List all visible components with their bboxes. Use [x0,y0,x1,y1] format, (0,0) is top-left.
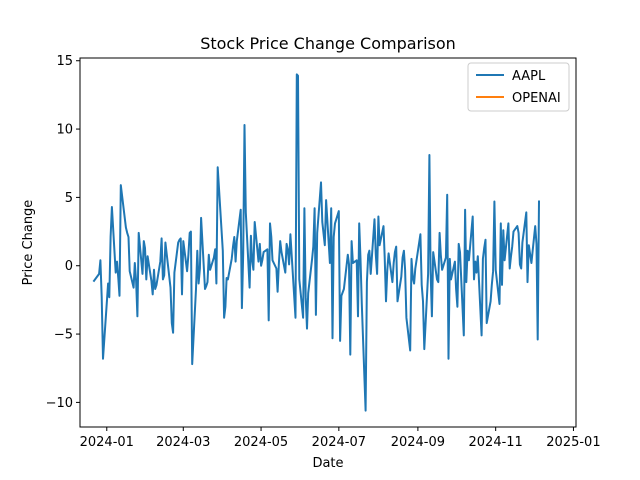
y-axis: −10 −5 0 5 10 15 [46,54,80,411]
y-tick-label: 0 [65,259,73,274]
x-axis-label: Date [312,456,343,471]
chart-title: Stock Price Change Comparison [200,34,456,53]
x-tick-label: 2024-07 [312,435,366,450]
plot-area [92,73,541,412]
x-axis: 2024-01 2024-03 2024-05 2024-07 2024-09 2024-… [80,427,601,450]
legend-label-aapl: AAPL [512,69,546,84]
x-tick-label: 2024-11 [469,435,523,450]
legend: AAPL OPENAI [467,62,570,112]
y-tick-label: 10 [56,123,73,138]
y-tick-label: −10 [46,396,73,411]
y-tick-label: 5 [65,191,73,206]
y-axis-label: Price Change [21,200,36,286]
x-tick-label: 2024-09 [391,435,445,450]
y-tick-label: −5 [54,328,73,343]
x-tick-label: 2025-01 [546,435,600,450]
x-tick-label: 2024-01 [80,435,134,450]
y-tick-label: 15 [56,54,73,69]
x-tick-label: 2024-03 [156,435,210,450]
x-tick-label: 2024-05 [234,435,288,450]
legend-label-openai: OPENAI [512,91,561,106]
series-line-aapl [92,73,541,412]
axes-frame [79,57,577,428]
